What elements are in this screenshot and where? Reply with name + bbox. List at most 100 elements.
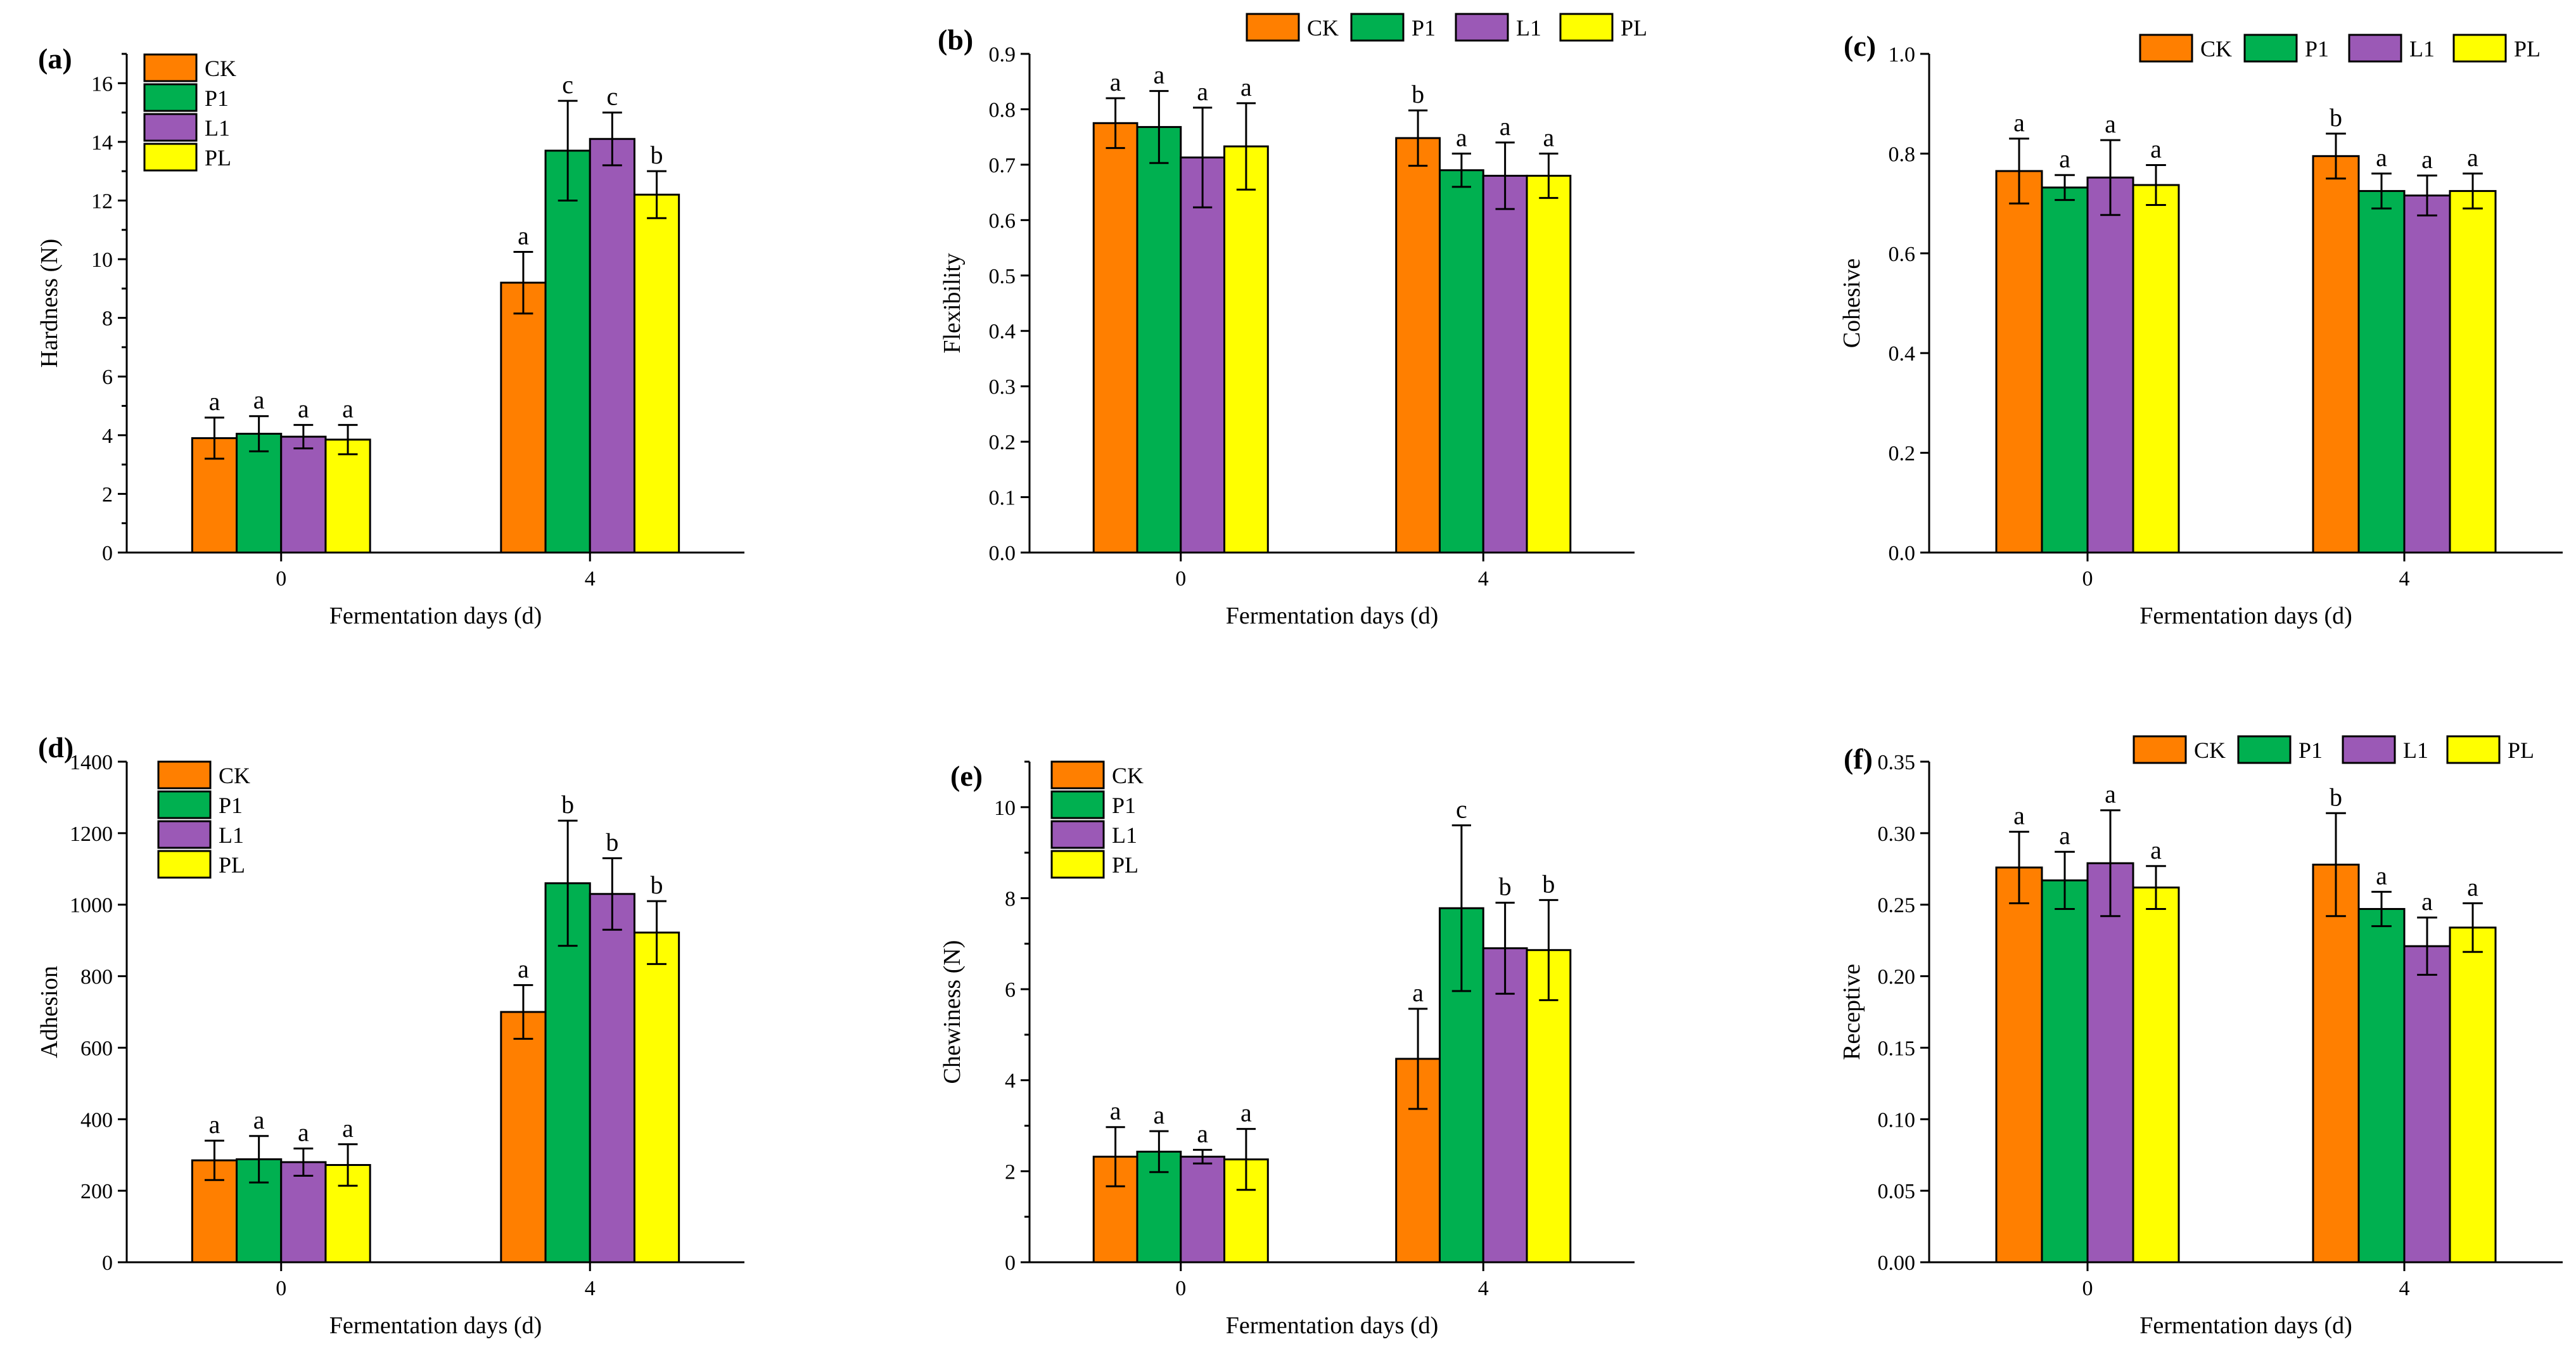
significance-letter: a xyxy=(1110,1097,1121,1125)
y-tick-label: 200 xyxy=(80,1180,113,1203)
significance-letter: a xyxy=(298,1118,309,1147)
legend-swatch-P1 xyxy=(143,83,198,112)
significance-letter: a xyxy=(2105,780,2116,809)
y-tick-label: 0.4 xyxy=(989,320,1016,343)
legend-label-L1: L1 xyxy=(1516,15,1541,41)
significance-letter: b xyxy=(2330,103,2342,132)
x-tick-label: 0 xyxy=(276,567,286,591)
significance-letter: b xyxy=(1412,80,1424,108)
legend-swatch-PL xyxy=(1050,850,1105,879)
legend: CK P1 L1 PL xyxy=(143,53,236,172)
chart-panel-a: 0 2 4 6 8 10 12 14 16 0 4 Fermentation days (d) Hard… xyxy=(36,42,744,629)
legend-label-P1: P1 xyxy=(219,793,243,818)
y-tick-label: 0 xyxy=(1005,1251,1016,1275)
bar-PL-0 xyxy=(2132,184,2180,554)
y-tick-label: 1.0 xyxy=(1889,43,1916,67)
y-tick-label: 10 xyxy=(994,797,1016,820)
significance-letter: a xyxy=(209,387,220,416)
significance-letter: a xyxy=(1197,77,1208,106)
legend-label-L1: L1 xyxy=(2409,36,2435,61)
bar-P1-4 xyxy=(1438,169,1484,554)
x-tick-label: 0 xyxy=(276,1277,286,1300)
legend-label-PL: PL xyxy=(2508,738,2534,763)
bar-P1-0 xyxy=(2041,186,2089,554)
legend-swatch-CK xyxy=(1050,760,1105,790)
significance-letter: a xyxy=(2105,110,2116,138)
significance-letter: a xyxy=(1412,978,1424,1007)
legend: CK P1 L1 PL xyxy=(157,760,250,879)
chart-panel-e: 0 2 4 6 8 10 0 4 Fermentation days (d) Chewiness … xyxy=(939,760,1635,1339)
legend-swatch-CK xyxy=(2133,735,2187,764)
significance-letter: a xyxy=(1543,123,1555,151)
y-axis-title: Cohesive xyxy=(1839,259,1865,348)
legend-swatch-L1 xyxy=(157,820,212,849)
significance-letter: b xyxy=(561,790,574,819)
significance-letter: a xyxy=(2013,108,2025,137)
y-tick-label: 600 xyxy=(80,1037,113,1060)
legend: CK P1 L1 PL xyxy=(2139,34,2541,63)
significance-letter: a xyxy=(2376,143,2387,172)
significance-letter: a xyxy=(2059,144,2070,173)
y-tick-label: 0.5 xyxy=(989,265,1016,288)
bar-P1-0 xyxy=(1136,125,1182,554)
significance-letter: a xyxy=(2421,145,2433,174)
y-tick-label: 0.10 xyxy=(1878,1108,1916,1132)
legend-swatch-PL xyxy=(157,850,212,879)
significance-letter: a xyxy=(2150,836,2162,864)
y-tick-label: 8 xyxy=(1005,887,1016,911)
y-tick-label: 6 xyxy=(1005,978,1016,1002)
x-tick-label: 4 xyxy=(1478,567,1489,591)
x-axis-title: Fermentation days (d) xyxy=(329,603,542,629)
y-tick-label: 0.6 xyxy=(989,209,1016,233)
y-tick-label: 0 xyxy=(102,1251,113,1275)
x-tick-label: 0 xyxy=(1175,567,1186,591)
significance-letter: a xyxy=(1500,112,1511,141)
y-tick-label: 0.35 xyxy=(1878,751,1916,774)
bar-L1-4 xyxy=(1482,947,1528,1264)
significance-letter: c xyxy=(606,82,618,111)
significance-letter: a xyxy=(2150,135,2162,163)
significance-letter: c xyxy=(1456,795,1467,824)
legend-label-PL: PL xyxy=(2514,36,2541,61)
bar-CK-0 xyxy=(1092,122,1138,554)
legend-swatch-P1 xyxy=(2237,735,2292,764)
legend-swatch-CK xyxy=(157,760,212,790)
x-axis-title: Fermentation days (d) xyxy=(1226,1312,1439,1339)
legend-label-PL: PL xyxy=(205,145,231,170)
legend-swatch-P1 xyxy=(1350,13,1405,42)
y-tick-label: 0.6 xyxy=(1889,243,1916,266)
bar-PL-4 xyxy=(1526,949,1572,1264)
legend-label-PL: PL xyxy=(1112,852,1138,878)
bar-L1-0 xyxy=(1180,1155,1226,1264)
y-tick-label: 2 xyxy=(1005,1160,1016,1184)
y-axis-title: Flexibility xyxy=(939,253,966,353)
bar-P1-0 xyxy=(236,433,283,554)
y-tick-label: 12 xyxy=(91,189,113,213)
legend-label-CK: CK xyxy=(2200,36,2232,61)
bar-PL-4 xyxy=(1526,174,1572,554)
significance-letter: a xyxy=(1197,1120,1208,1148)
legend-label-CK: CK xyxy=(1112,763,1144,788)
y-axis-title: Adhesion xyxy=(36,966,63,1058)
significance-letter: a xyxy=(1240,1099,1252,1127)
legend-label-P1: P1 xyxy=(205,86,229,111)
bar-P1-4 xyxy=(2357,189,2406,554)
legend-swatch-PL xyxy=(2452,34,2507,63)
significance-letter: a xyxy=(1240,73,1252,101)
y-tick-label: 1200 xyxy=(70,822,113,846)
bar-P1-0 xyxy=(2041,879,2089,1264)
bar-P1-4 xyxy=(2357,907,2406,1264)
significance-letter: a xyxy=(518,221,529,250)
x-tick-label: 4 xyxy=(2399,567,2410,591)
significance-letter: a xyxy=(2376,861,2387,890)
significance-letter: a xyxy=(2059,821,2070,850)
legend: CK P1 L1 PL xyxy=(1050,760,1144,879)
chart-panel-f: 0.00 0.05 0.10 0.15 0.20 0.25 0.30 0.35 0 4 Fermen… xyxy=(1839,735,2563,1339)
y-tick-label: 0.00 xyxy=(1878,1251,1916,1275)
panel-label: (b) xyxy=(938,23,973,56)
significance-letter: a xyxy=(1110,68,1121,96)
panel-label: (d) xyxy=(38,731,73,764)
x-tick-label: 4 xyxy=(585,567,596,591)
legend: CK P1 L1 PL xyxy=(2133,735,2534,764)
significance-letter: b xyxy=(2330,783,2342,811)
